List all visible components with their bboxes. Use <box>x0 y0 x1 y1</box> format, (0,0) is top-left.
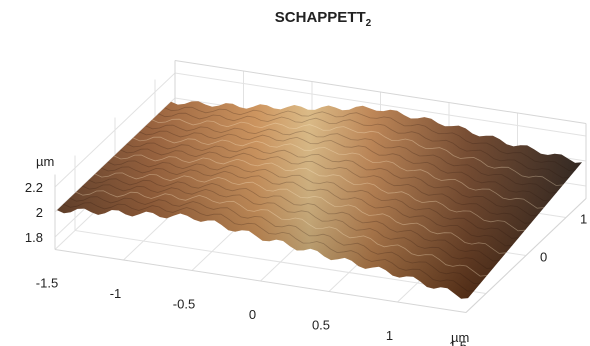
z-tick-label: 1.8 <box>25 230 43 245</box>
z-tick-label: 2.2 <box>25 180 43 195</box>
x-tick-label: 0 <box>249 307 256 322</box>
gridline-y <box>74 155 487 294</box>
surface-striation <box>107 160 519 239</box>
box-edge <box>465 198 587 313</box>
x-tick-label: -0.5 <box>173 297 195 312</box>
x-tick-labels: -1.5 -1 -0.5 0 0.5 1 1.5 <box>36 276 467 346</box>
z-tick-label: 2 <box>36 205 43 220</box>
box-edge <box>54 249 467 313</box>
x-tick-label: -1 <box>110 286 122 301</box>
surface-striation <box>69 196 481 285</box>
chart-title-main: SCHAPPETT <box>275 9 366 26</box>
surface-shading <box>57 101 582 299</box>
x-axis-unit: µm <box>451 330 469 345</box>
surface-striation <box>132 136 545 209</box>
y-tick-label: 0 <box>540 250 547 265</box>
surface-striation <box>94 172 507 254</box>
surface-striation <box>139 130 551 202</box>
x-tick-label: 1 <box>386 328 393 343</box>
x-tick-label: 1.5 <box>449 339 467 346</box>
surface-striation <box>113 154 526 232</box>
chart-title: SCHAPPETT2 <box>275 9 372 29</box>
chart-title-subscript: 2 <box>366 18 372 29</box>
surface-striation <box>120 148 532 224</box>
surface-striation <box>164 106 576 171</box>
y-tick-label: 1 <box>580 212 587 227</box>
surface-striation <box>63 202 475 292</box>
surface-striation <box>126 142 538 217</box>
x-tick-label: -1.5 <box>36 276 58 291</box>
y-tick-labels: 01 <box>540 212 587 265</box>
surface-striation <box>88 178 500 262</box>
z-tick-labels: 1.8 2 2.2 <box>25 180 43 245</box>
surface-striation <box>101 166 513 247</box>
surface-striation <box>151 118 564 186</box>
surface-striation <box>82 184 494 269</box>
x-tick-label: 0.5 <box>312 318 330 333</box>
box-edge <box>174 60 587 124</box>
surface-layer <box>57 101 582 299</box>
surface-striation <box>158 112 570 179</box>
surface-striation <box>75 190 488 277</box>
z-axis-unit: µm <box>36 154 54 169</box>
surface-striation <box>145 124 557 194</box>
